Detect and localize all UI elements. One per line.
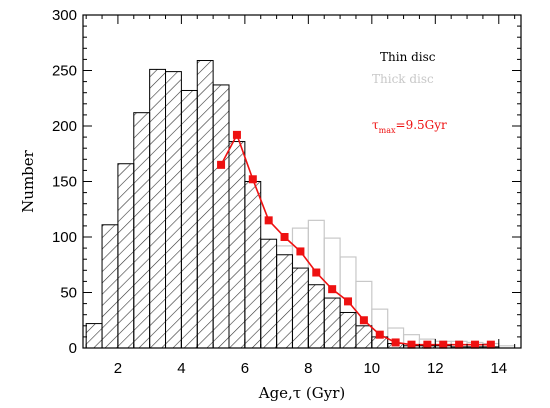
thin-disc-bar bbox=[117, 163, 135, 349]
x-tick-label: 10 bbox=[363, 360, 380, 377]
thin-disc-bar bbox=[85, 323, 103, 349]
y-tick-label: 200 bbox=[52, 118, 77, 135]
legend-tau-symbol: τ bbox=[372, 118, 379, 132]
axes: 2 4 6 8 10 12 14 0 50 100 150 200 250 300 Age,τ (Gyr) N… bbox=[19, 7, 522, 402]
legend-thick-disc: Thick disc bbox=[372, 72, 434, 86]
model-point bbox=[232, 130, 241, 139]
x-tick-label: 4 bbox=[177, 360, 185, 377]
y-tick-label: 150 bbox=[52, 174, 77, 191]
thin-disc-bar bbox=[212, 84, 230, 349]
thin-disc-bar bbox=[180, 89, 198, 349]
model-point bbox=[248, 175, 257, 184]
model-point bbox=[359, 316, 368, 325]
thin-disc-bar bbox=[355, 325, 373, 349]
model-point bbox=[455, 340, 464, 349]
model-point bbox=[312, 268, 321, 277]
thin-disc-bar bbox=[228, 141, 246, 349]
y-tick-label: 250 bbox=[52, 63, 77, 80]
legend-tau-value: =9.5Gyr bbox=[396, 118, 448, 132]
x-tick-label: 6 bbox=[241, 360, 249, 377]
thin-disc-bar bbox=[133, 112, 151, 349]
model-point bbox=[470, 340, 479, 349]
thin-disc-bar bbox=[101, 224, 119, 349]
y-tick-label: 50 bbox=[60, 285, 77, 302]
model-point bbox=[375, 330, 384, 339]
model-point bbox=[344, 297, 353, 306]
thin-disc-bar bbox=[276, 254, 293, 349]
legend-thin-disc: Thin disc bbox=[380, 50, 436, 64]
legend-tau-subscript: max bbox=[379, 126, 396, 135]
model-point bbox=[264, 216, 273, 225]
model-point bbox=[391, 338, 400, 347]
legend-model: τmax=9.5Gyr bbox=[372, 118, 447, 135]
y-axis-title: Number bbox=[19, 149, 37, 212]
model-point bbox=[486, 340, 495, 349]
y-tick-label: 100 bbox=[52, 229, 77, 246]
x-tick-label: 2 bbox=[114, 360, 122, 377]
thin-disc-bar bbox=[196, 60, 214, 349]
y-tick-label: 0 bbox=[69, 340, 77, 357]
legend: Thin disc Thick disc τmax=9.5Gyr bbox=[372, 50, 447, 135]
thin-disc-bar bbox=[260, 238, 278, 349]
model-point bbox=[296, 247, 305, 256]
thin-disc-bar bbox=[149, 68, 167, 349]
model-point bbox=[439, 340, 448, 349]
model-series bbox=[217, 130, 495, 349]
model-point bbox=[217, 160, 226, 169]
thin-disc-bar bbox=[165, 71, 182, 349]
x-axis-title: Age,τ (Gyr) bbox=[258, 384, 345, 402]
model-point bbox=[407, 340, 416, 349]
y-tick-label: 300 bbox=[52, 7, 77, 24]
x-tick-label: 14 bbox=[490, 360, 507, 377]
thin-disc-bar bbox=[339, 311, 357, 349]
thin-disc-bar bbox=[307, 284, 325, 349]
model-point bbox=[280, 233, 289, 241]
x-tick-label: 8 bbox=[304, 360, 312, 377]
thin-disc-series bbox=[85, 60, 500, 349]
thin-disc-bar bbox=[323, 297, 341, 349]
thin-disc-bar bbox=[244, 181, 262, 349]
model-point bbox=[328, 285, 337, 294]
thin-disc-bar bbox=[291, 267, 309, 349]
model-point bbox=[423, 340, 432, 349]
x-tick-label: 12 bbox=[427, 360, 444, 377]
